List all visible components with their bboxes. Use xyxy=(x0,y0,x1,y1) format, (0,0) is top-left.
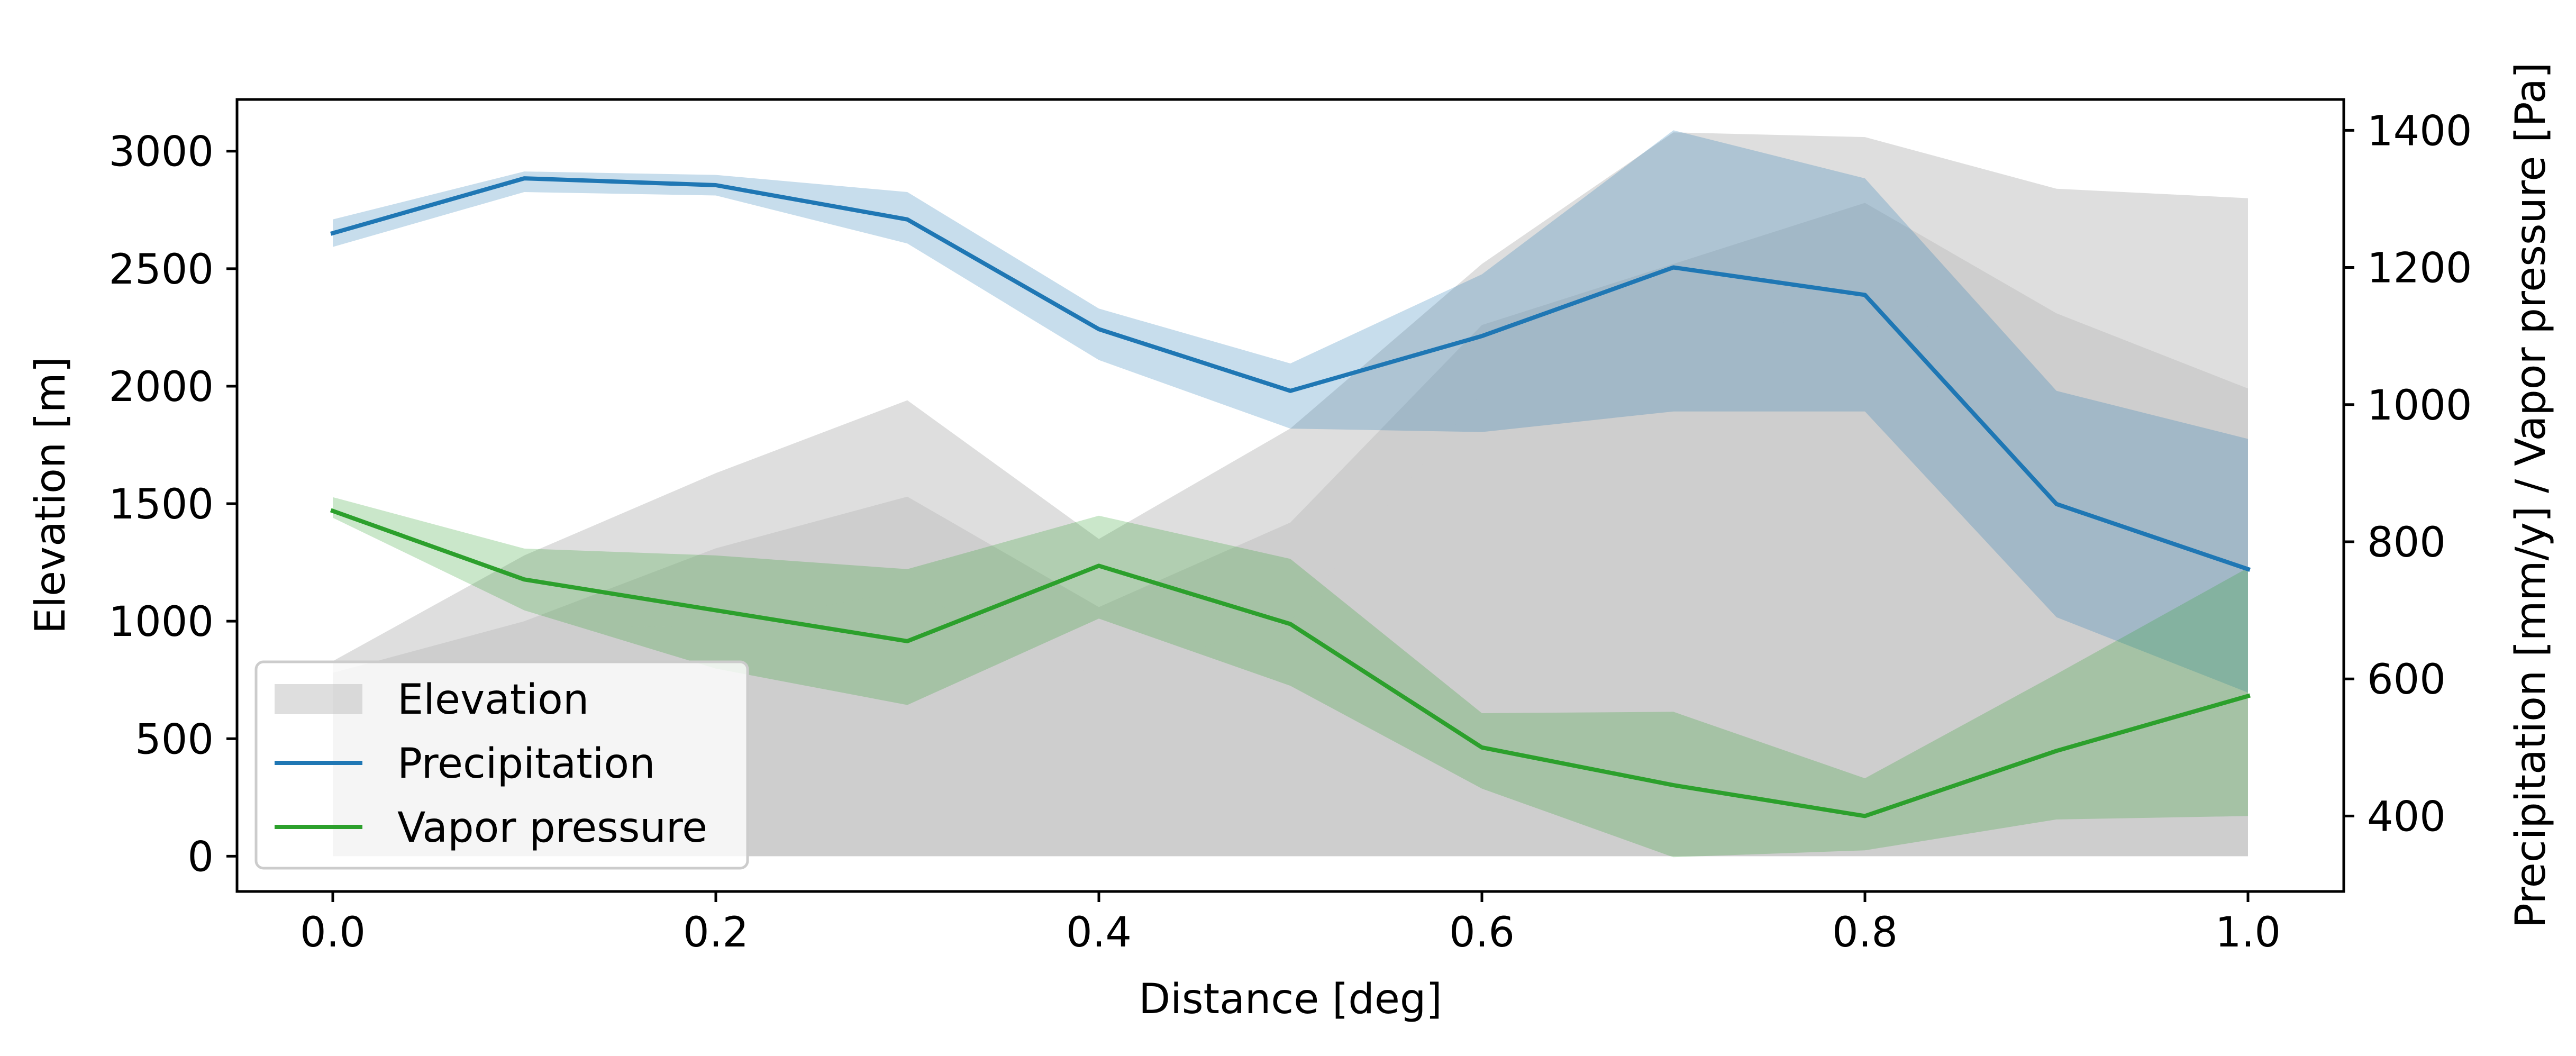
y-tick-label: 1000 xyxy=(108,598,214,646)
legend-swatch-elevation xyxy=(275,684,362,714)
y-tick-label: 2500 xyxy=(108,246,214,294)
y-tick-label: 2000 xyxy=(108,363,214,411)
elevation-inner-band xyxy=(333,203,2248,857)
series-lines xyxy=(330,176,2251,818)
legend-frame xyxy=(254,660,749,870)
y-axis-right-ticks: 400 600 800 1000 1200 1400 xyxy=(2344,107,2472,841)
legend-label-precipitation: Precipitation xyxy=(397,740,656,788)
x-tick-label: 0.8 xyxy=(1832,909,1898,957)
y-tick-label: 3000 xyxy=(108,129,214,176)
legend-label-vapor-pressure: Vapor pressure xyxy=(397,804,707,852)
plot-frame xyxy=(235,98,2345,893)
x-tick-label: 1.0 xyxy=(2215,909,2281,957)
vapor-pressure-line xyxy=(330,508,2251,818)
x-tick-label: 0.4 xyxy=(1066,909,1132,957)
y-right-tick-label: 800 xyxy=(2367,519,2446,567)
legend-label-elevation: Elevation xyxy=(397,676,589,724)
vapor-pressure-band xyxy=(333,497,2248,858)
y-right-tick-label: 600 xyxy=(2367,656,2446,704)
precipitation-band xyxy=(333,130,2248,693)
y-tick-label: 0 xyxy=(187,833,214,881)
y-right-tick-label: 1200 xyxy=(2367,245,2472,293)
x-tick-label: 0.0 xyxy=(300,909,366,957)
y-tick-label: 1500 xyxy=(108,481,214,529)
y-axis-right-label: Precipitation [mm/y] / Vapor pressure [P… xyxy=(2507,62,2555,928)
y-tick-label: 500 xyxy=(135,716,214,763)
x-tick-label: 0.2 xyxy=(683,909,749,957)
y-axis-label: Elevation [m] xyxy=(27,357,75,634)
elevation-floor-band xyxy=(333,276,2248,857)
x-axis-label: Distance [deg] xyxy=(1139,976,1442,1023)
elevation-bands xyxy=(333,132,2248,857)
y-right-tick-label: 1000 xyxy=(2367,382,2472,430)
y-right-tick-label: 400 xyxy=(2367,793,2446,841)
legend: Elevation Precipitation Vapor pressure xyxy=(254,660,749,870)
y-axis-ticks: 0 500 1000 1500 2000 2500 3000 xyxy=(108,129,237,881)
y-right-tick-label: 1400 xyxy=(2367,107,2472,155)
x-axis-ticks: 0.0 0.2 0.4 0.6 0.8 1.0 xyxy=(300,891,2281,957)
precipitation-line xyxy=(330,176,2251,572)
x-tick-label: 0.6 xyxy=(1449,909,1515,957)
series-bands xyxy=(333,130,2248,858)
